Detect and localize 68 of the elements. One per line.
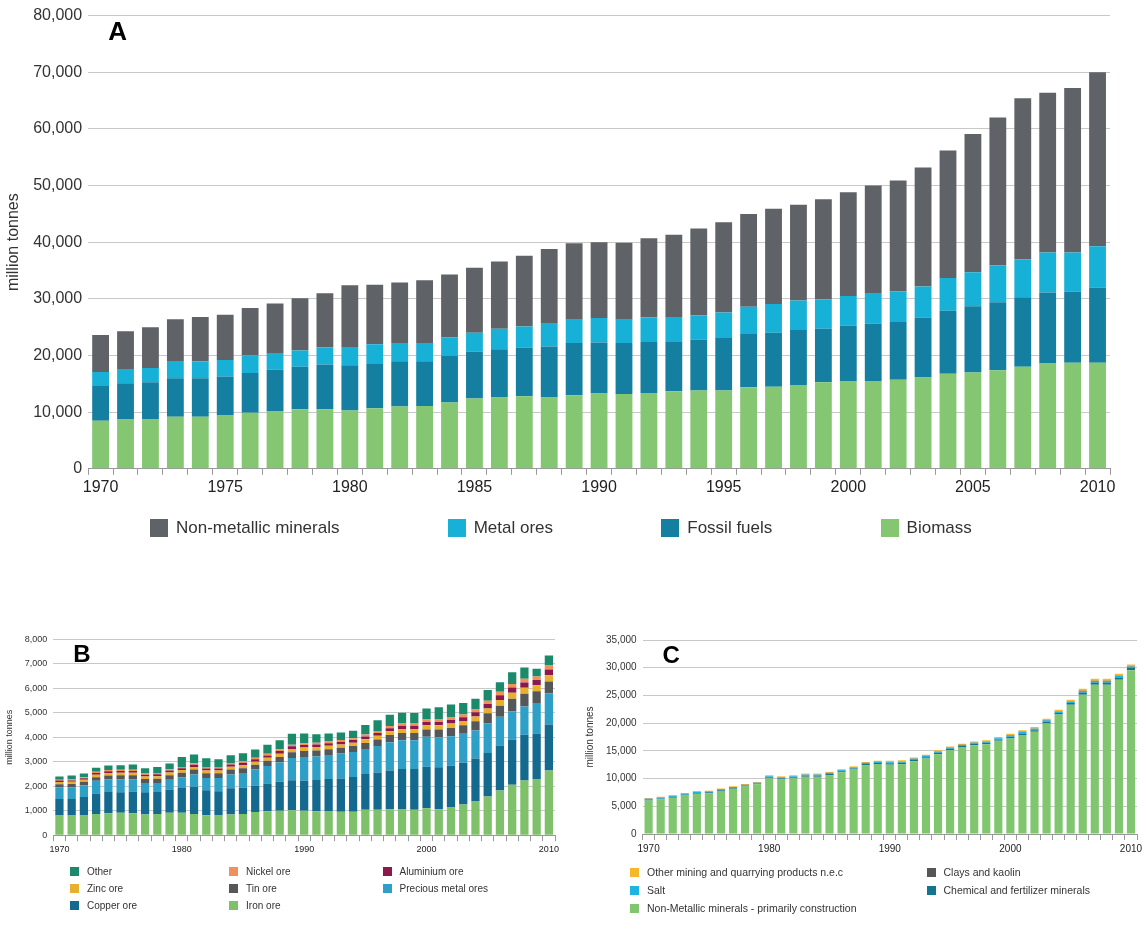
y-tick-label: 6,000 [24,682,48,693]
y-tick-label: 8,000 [24,633,48,644]
y-tick-label: 0 [42,829,48,840]
legend-label: Non-Metallic minerals - primarily construction [647,902,857,914]
legend-label: Aluminium ore [399,866,464,877]
y-tick-label: 5,000 [24,707,48,718]
chart-title: C [662,640,680,668]
x-tick-label: 1990 [581,477,617,495]
y-axis-title: million tonnes [3,709,14,765]
y-axis-title: million tonnes [4,193,22,292]
x-tick-label: 2000 [416,844,437,855]
y-tick-label: 40,000 [33,232,83,250]
x-tick-label: 1985 [456,477,493,495]
y-tick-label: 0 [73,459,83,477]
legend-label: Metal ores [473,518,554,538]
legend-label: Biomass [906,518,972,538]
x-tick-label: 2000 [830,477,867,495]
legend-label: Fossil fuels [687,518,773,538]
y-tick-label: 4,000 [24,731,48,742]
y-tick-label: 30,000 [605,661,638,673]
legend-label: Other [87,866,113,877]
x-tick-label: 1970 [49,844,70,855]
x-tick-label: 1975 [207,477,244,495]
y-tick-label: 20,000 [33,345,83,363]
y-tick-label: 5,000 [611,800,638,812]
x-tick-label: 1990 [878,842,902,854]
x-tick-label: 1990 [294,844,315,855]
legend-label: Clays and kaolin [943,866,1021,878]
x-tick-label: 1995 [705,477,742,495]
y-tick-label: 1,000 [24,805,48,816]
y-tick-label: 2,000 [24,780,48,791]
legend-label: Zinc ore [87,883,124,894]
legend-label: Salt [647,884,666,896]
y-tick-label: 15,000 [605,744,638,756]
legend-label: Iron ore [246,900,281,911]
x-tick-label: 1980 [171,844,192,855]
y-tick-label: 10,000 [605,772,638,784]
y-tick-label: 30,000 [33,289,83,307]
x-tick-label: 2000 [999,842,1022,854]
legend-label: Other mining and quarrying products n.e.c [647,866,844,878]
legend-label: Copper ore [87,900,138,911]
y-tick-label: 20,000 [605,716,638,728]
x-tick-label: 1970 [637,842,661,854]
y-tick-label: 50,000 [33,175,83,193]
y-axis-title: million tonnes [583,706,595,768]
y-tick-label: 0 [631,827,638,839]
x-tick-label: 2010 [1119,842,1143,854]
legend-label: Non-metallic minerals [176,518,340,538]
x-tick-label: 2005 [955,477,991,495]
chart-title: A [108,15,128,46]
y-tick-label: 10,000 [33,402,83,420]
x-tick-label: 2010 [538,844,559,855]
x-tick-label: 1980 [332,477,368,495]
legend-label: Tin ore [246,883,277,894]
legend-label: Precious metal ores [399,883,488,894]
chart-title: B [73,640,91,668]
x-tick-label: 1970 [82,477,119,495]
y-tick-label: 70,000 [33,62,83,80]
legend-label: Chemical and fertilizer minerals [943,884,1090,896]
legend-label: Nickel ore [246,866,291,877]
y-tick-label: 80,000 [33,6,83,24]
y-tick-label: 60,000 [33,119,83,137]
y-tick-label: 3,000 [24,756,48,767]
y-tick-label: 7,000 [24,658,48,669]
y-tick-label: 25,000 [605,689,638,701]
x-tick-label: 1980 [758,842,781,854]
x-tick-label: 2010 [1079,477,1116,495]
y-tick-label: 35,000 [605,633,638,645]
